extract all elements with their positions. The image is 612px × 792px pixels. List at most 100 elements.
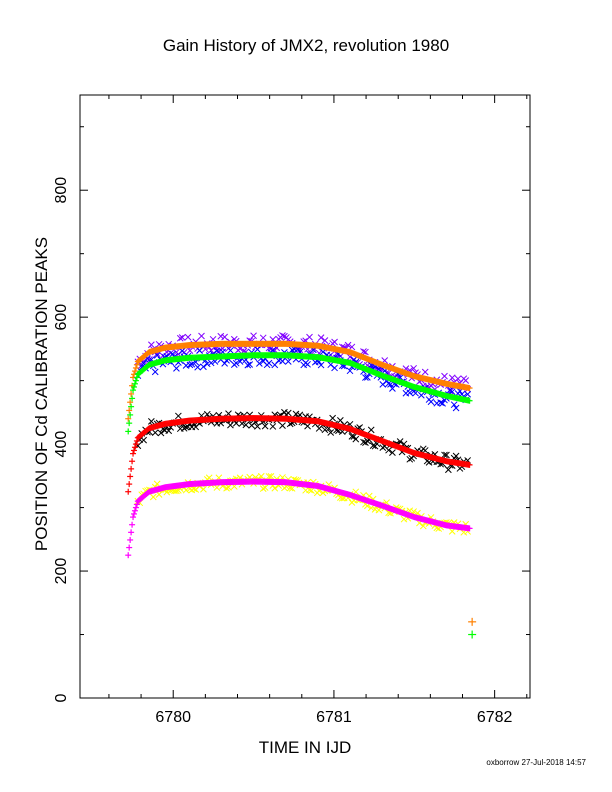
data-point (271, 484, 279, 492)
data-point (261, 422, 269, 430)
x-tick-label: 6781 (316, 709, 352, 726)
data-point (169, 350, 176, 358)
data-point (317, 334, 325, 341)
data-point (317, 361, 325, 369)
data-point (155, 491, 163, 498)
data-point (269, 423, 277, 430)
data-point (217, 332, 225, 340)
data-point (329, 414, 336, 422)
chart-title: Gain History of JMX2, revolution 1980 (162, 36, 450, 55)
data-point (140, 357, 147, 365)
data-point (352, 435, 360, 443)
x-axis-label: TIME IN IJD (258, 738, 352, 757)
data-point (454, 375, 462, 383)
y-tick-label: 600 (53, 304, 70, 331)
data-point (259, 334, 267, 342)
data-point (267, 473, 275, 480)
data-point (292, 410, 300, 418)
data-point (337, 417, 344, 424)
data-point (346, 367, 354, 375)
data-point (165, 427, 173, 435)
data-point (371, 506, 379, 513)
data-point (194, 363, 201, 371)
data-point (151, 368, 159, 376)
x-tick-label: 6780 (155, 709, 191, 726)
data-point (448, 374, 456, 382)
data-point (284, 358, 292, 365)
data-point (250, 332, 257, 340)
data-point (173, 487, 180, 495)
data-point (153, 480, 161, 488)
data-point (304, 360, 311, 368)
data-point (203, 410, 211, 418)
data-point (259, 358, 267, 365)
data-point (446, 387, 454, 395)
data-point (182, 486, 190, 494)
data-point (140, 359, 147, 367)
data-point (385, 446, 392, 454)
data-point (188, 360, 196, 368)
data-point (362, 348, 369, 356)
data-point (421, 368, 429, 376)
data-point (452, 404, 460, 412)
plot-frame (79, 94, 531, 699)
data-point (184, 333, 192, 341)
data-point (281, 332, 288, 340)
data-point (254, 423, 261, 430)
data-point (412, 389, 419, 397)
data-point (462, 377, 470, 384)
data-point (196, 347, 203, 354)
data-point (279, 357, 286, 365)
data-point (190, 485, 198, 493)
data-point (265, 359, 273, 367)
data-point (148, 418, 155, 425)
data-point (257, 472, 265, 480)
data-point (286, 484, 294, 492)
y-tick-label: 200 (53, 558, 70, 585)
data-point (198, 332, 205, 340)
data-point (175, 412, 182, 420)
data-point (180, 424, 188, 432)
data-point (279, 422, 286, 429)
data-point (232, 359, 240, 367)
data-point (265, 473, 273, 480)
data-point (360, 348, 367, 355)
y-tick-label: 0 (53, 693, 70, 702)
data-point (367, 426, 375, 434)
data-point (221, 333, 228, 341)
credit-stamp: oxborrow 27-Jul-2018 14:57 (486, 758, 586, 767)
data-point (157, 429, 165, 437)
data-point (348, 433, 356, 440)
data-point (443, 451, 450, 459)
y-tick-label: 400 (53, 431, 70, 458)
data-point (178, 334, 186, 341)
data-point (176, 334, 184, 342)
data-point (344, 341, 352, 349)
data-point (242, 421, 250, 429)
data-point (288, 485, 296, 492)
data-point (396, 438, 404, 445)
data-point (427, 398, 435, 406)
data-point (186, 361, 194, 369)
data-point (441, 451, 448, 459)
data-point (256, 360, 263, 367)
data-point (200, 363, 207, 371)
data-point (163, 488, 171, 496)
data-point (144, 355, 151, 363)
data-point (369, 442, 377, 449)
data-point (441, 372, 448, 380)
data-point (452, 452, 460, 460)
y-tick-label: 800 (53, 177, 70, 204)
data-point (288, 346, 296, 354)
data-point (205, 474, 213, 482)
data-point (275, 357, 282, 364)
data-point (186, 347, 194, 354)
data-point (439, 400, 446, 407)
data-point (306, 333, 313, 341)
data-point (410, 364, 417, 372)
data-point (151, 429, 159, 436)
data-point (213, 484, 221, 491)
data-point (327, 429, 335, 436)
